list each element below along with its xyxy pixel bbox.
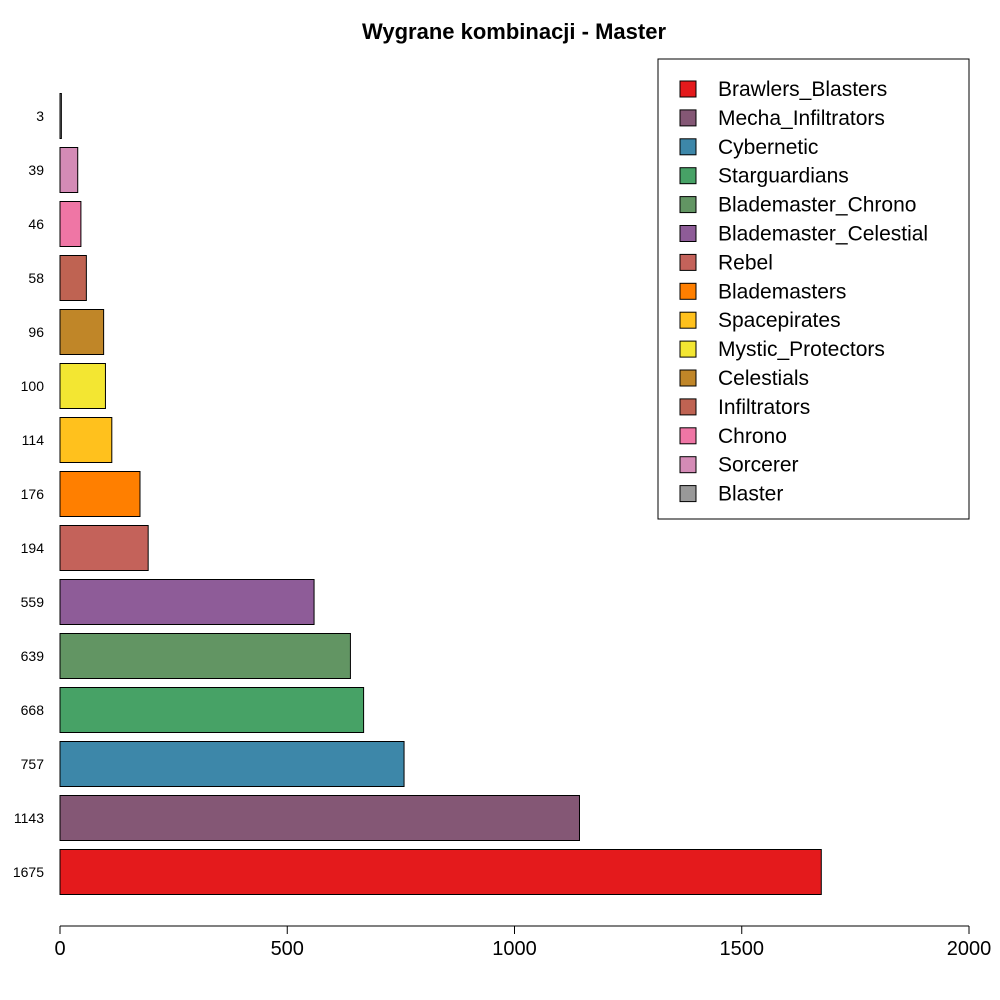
category-label: 39	[28, 162, 44, 178]
legend-label: Starguardians	[718, 165, 849, 188]
legend-label: Blaster	[718, 483, 783, 506]
legend: Brawlers_Blasters Mecha_Infiltrators Cyber…	[657, 58, 970, 520]
legend-label: Blademasters	[718, 280, 846, 303]
legend-label: Blademaster_Chrono	[718, 194, 916, 217]
category-label: 1143	[14, 810, 44, 826]
category-label: 559	[21, 594, 45, 610]
legend-box	[657, 58, 970, 520]
legend-swatch	[679, 138, 697, 156]
x-tick-label: 0	[54, 938, 65, 960]
category-label: 176	[21, 486, 45, 502]
x-tick-label: 1000	[492, 938, 537, 960]
category-label: 114	[22, 432, 45, 448]
bar-mecha_infiltrators	[59, 795, 580, 841]
chart-title: Wygrane kombinacji - Master	[362, 19, 666, 44]
legend-label: Sorcerer	[718, 454, 799, 477]
category-labels: 1675 1143 757 668 639 559 194 176 114 100 96 58 46 39…	[13, 108, 44, 880]
category-label: 757	[21, 756, 45, 772]
legend-label: Mecha_Infiltrators	[718, 107, 885, 130]
x-tick-label: 2000	[947, 938, 992, 960]
bar-brawlers_blasters	[59, 849, 822, 895]
bar-rebel	[59, 525, 149, 571]
legend-swatch	[679, 311, 697, 329]
legend-swatch	[679, 167, 697, 185]
legend-label: Spacepirates	[718, 309, 841, 332]
bar-spacepirates	[59, 417, 113, 463]
legend-swatch	[679, 398, 697, 416]
bar-blademaster_chrono	[59, 633, 351, 679]
bar-celestials	[59, 309, 105, 355]
legend-label: Rebel	[718, 251, 773, 274]
category-label: 58	[28, 270, 44, 286]
category-label: 639	[21, 648, 45, 664]
legend-swatch	[679, 369, 697, 387]
legend-swatch	[679, 109, 697, 127]
category-label: 194	[21, 540, 45, 556]
legend-swatch	[679, 282, 697, 300]
bar-blaster	[59, 93, 62, 139]
legend-label: Blademaster_Celestial	[718, 223, 928, 246]
category-label: 46	[28, 216, 44, 232]
category-label: 100	[21, 378, 45, 394]
bar-starguardians	[59, 687, 365, 733]
bar-blademaster_celestial	[59, 579, 315, 625]
legend-swatch	[679, 196, 697, 214]
legend-swatch	[679, 427, 697, 445]
legend-swatch	[679, 456, 697, 474]
bar-infiltrators	[59, 255, 87, 301]
legend-swatch	[679, 340, 697, 358]
legend-swatch	[679, 80, 697, 98]
legend-label: Celestials	[718, 367, 809, 390]
legend-swatch	[679, 253, 697, 271]
legend-label: Infiltrators	[718, 396, 810, 419]
bar-mystic_protectors	[59, 363, 106, 409]
category-label: 668	[21, 702, 45, 718]
category-label: 1675	[13, 864, 44, 880]
legend-label: Cybernetic	[718, 136, 818, 159]
bars-group	[59, 93, 822, 895]
legend-label: Mystic_Protectors	[718, 338, 885, 361]
category-label: 3	[36, 108, 44, 124]
legend-label: Chrono	[718, 425, 787, 448]
x-tick-label: 1500	[720, 938, 765, 960]
legend-label: Brawlers_Blasters	[718, 78, 887, 101]
bar-sorcerer	[59, 147, 79, 193]
x-axis: 0 500 1000 1500 2000	[54, 925, 992, 960]
bar-blademasters	[59, 471, 141, 517]
x-tick-label: 500	[271, 938, 304, 960]
legend-swatch	[679, 225, 697, 242]
legend-swatch	[679, 485, 697, 503]
category-label: 96	[28, 324, 44, 340]
bar-cybernetic	[59, 741, 405, 787]
bar-chrono	[59, 201, 82, 247]
